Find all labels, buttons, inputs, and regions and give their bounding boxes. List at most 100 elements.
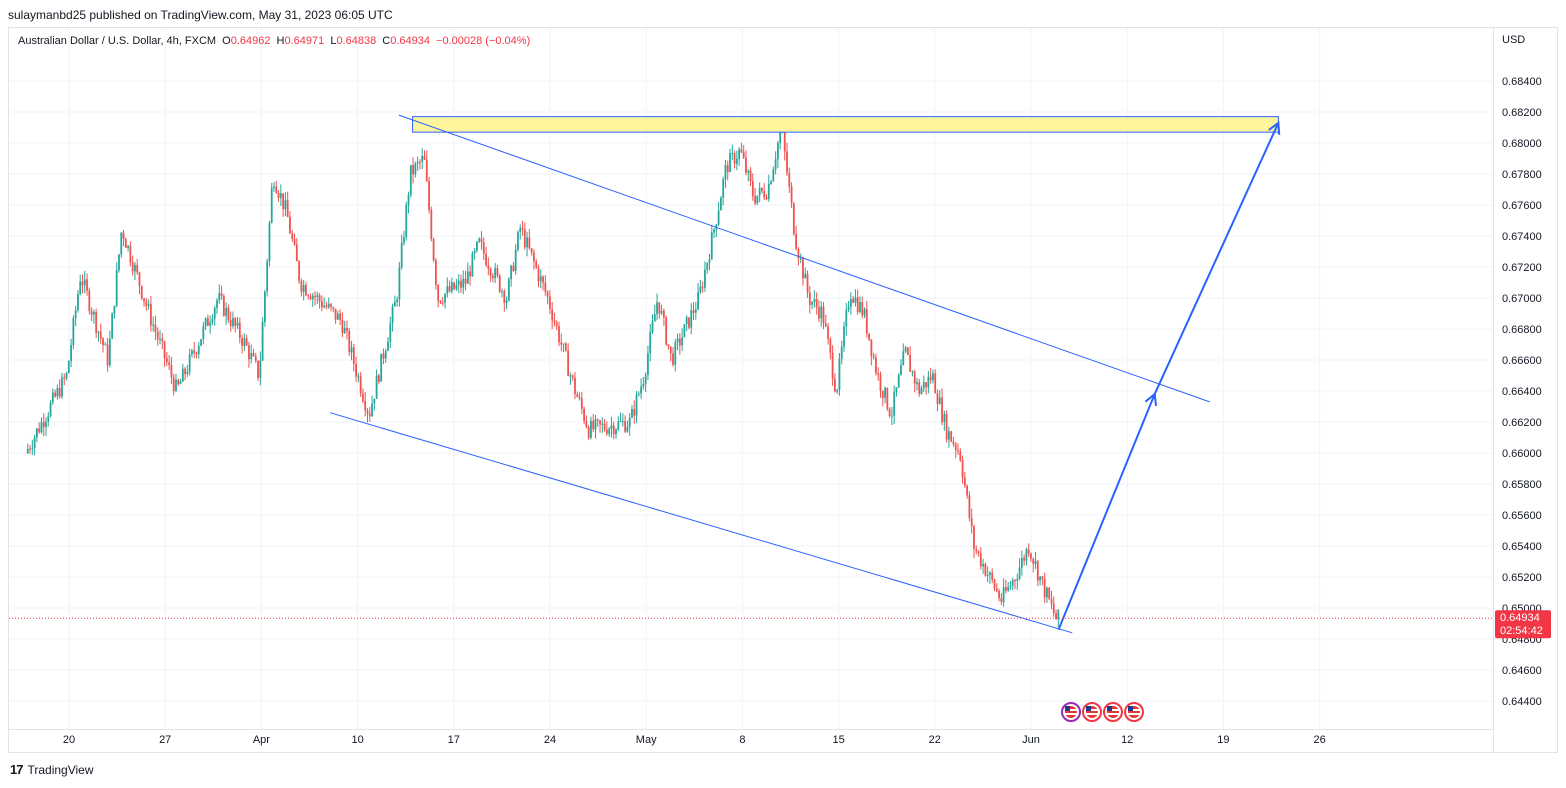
- candle-bullish: [389, 323, 392, 342]
- low-value: 0.64838: [336, 35, 377, 47]
- resistance-zone[interactable]: [412, 116, 1279, 133]
- candle-bearish: [530, 248, 533, 253]
- candle-bullish: [799, 258, 802, 260]
- candle-bearish: [1027, 549, 1030, 554]
- currency-label[interactable]: USD: [1502, 34, 1526, 46]
- candle-bullish: [74, 310, 77, 319]
- candle-bearish: [168, 362, 171, 366]
- candle-bearish: [154, 324, 157, 332]
- candle-bullish: [893, 392, 896, 416]
- candle-bearish: [1032, 558, 1035, 564]
- candle-bearish: [245, 338, 248, 346]
- candle-bullish: [1002, 587, 1005, 603]
- publisher-line: sulaymanbd25 published on TradingView.co…: [8, 8, 393, 22]
- candle-bearish: [234, 318, 237, 326]
- projection-arrow-leg-1[interactable]: [1057, 393, 1156, 631]
- candle-bearish: [818, 307, 820, 319]
- price-tick-label: 0.67600: [1502, 200, 1542, 212]
- candle-bullish: [393, 302, 396, 307]
- candle-bullish: [466, 271, 469, 284]
- price-tick-label: 0.67800: [1502, 169, 1542, 181]
- candle-bullish: [847, 306, 850, 310]
- candle-bullish: [758, 187, 761, 196]
- candle-bullish: [779, 131, 782, 143]
- candle-bearish: [229, 319, 232, 326]
- candle-bullish: [316, 295, 319, 298]
- candle-bullish: [920, 388, 923, 395]
- candle-bullish: [649, 331, 652, 354]
- candle-bullish: [216, 300, 218, 309]
- candle-bullish: [772, 169, 775, 182]
- candle-bearish: [555, 322, 558, 327]
- time-tick-label: 20: [63, 734, 75, 746]
- channel-lower-trendline[interactable]: [329, 412, 1073, 634]
- candle-bullish: [517, 231, 519, 250]
- candle-bearish: [195, 352, 198, 354]
- time-tick-label: Jun: [1022, 734, 1040, 746]
- candle-bullish: [840, 346, 843, 360]
- candle-bearish: [138, 272, 141, 287]
- candle-bearish: [945, 414, 948, 440]
- candle-bearish: [325, 305, 328, 308]
- candle-bullish: [302, 284, 305, 292]
- candle-bearish: [42, 421, 45, 428]
- price-tick-label: 0.65800: [1502, 479, 1542, 491]
- candle-bullish: [115, 270, 118, 306]
- candle-bearish: [334, 308, 337, 320]
- candle-bearish: [925, 382, 927, 388]
- candle-bearish: [701, 286, 704, 288]
- change-value: −0.00028 (−0.04%): [436, 35, 531, 47]
- us-flag-stripe: [1086, 713, 1098, 715]
- channel-upper-trendline[interactable]: [398, 114, 1210, 403]
- projection-arrow-leg-2[interactable]: [1153, 122, 1280, 395]
- candle-bearish: [726, 165, 729, 173]
- candle-bullish: [311, 295, 314, 300]
- candle-bullish: [403, 237, 405, 243]
- candle-bullish: [836, 389, 839, 392]
- candle-bullish: [444, 293, 446, 303]
- candle-bearish: [865, 309, 868, 334]
- candle-bullish: [47, 415, 50, 422]
- candle-bearish: [282, 193, 285, 210]
- candle-bearish: [751, 181, 754, 197]
- us-flag-stripe: [1128, 709, 1140, 711]
- candle-bearish: [339, 313, 342, 320]
- candle-bearish: [596, 419, 599, 421]
- candle-bullish: [263, 291, 266, 323]
- candle-bullish: [1039, 576, 1041, 581]
- candle-bearish: [257, 360, 259, 378]
- candle-bullish: [635, 394, 638, 416]
- candle-bearish: [300, 280, 303, 292]
- candle-bullish: [706, 262, 709, 270]
- candle-bullish: [343, 328, 346, 334]
- time-tick-label: 19: [1217, 734, 1229, 746]
- candle-bearish: [733, 152, 736, 164]
- candle-bearish: [1004, 587, 1007, 591]
- candle-bullish: [617, 421, 620, 430]
- candle-bearish: [856, 297, 859, 313]
- candle-bullish: [904, 347, 907, 352]
- candle-bullish: [710, 232, 713, 260]
- candle-bullish: [845, 309, 848, 327]
- candle-bullish: [510, 265, 513, 280]
- candle-bearish: [441, 302, 444, 304]
- candle-bullish: [45, 421, 47, 428]
- candle-bearish: [165, 358, 168, 363]
- candle-bullish: [111, 313, 114, 339]
- candle-bullish: [756, 195, 759, 204]
- candle-bearish: [984, 564, 987, 576]
- candle-bearish: [906, 347, 909, 355]
- candle-bullish: [181, 368, 184, 382]
- candle-bullish: [61, 377, 63, 397]
- candle-bearish: [567, 350, 570, 377]
- candle-bearish: [580, 398, 583, 409]
- candle-bearish: [464, 278, 467, 284]
- candle-bearish: [868, 333, 870, 340]
- candle-bullish: [65, 373, 68, 379]
- candle-bearish: [822, 306, 825, 324]
- candle-bullish: [213, 308, 216, 320]
- candle-bearish: [754, 196, 756, 204]
- candle-bullish: [67, 361, 70, 374]
- candle-bullish: [261, 322, 264, 361]
